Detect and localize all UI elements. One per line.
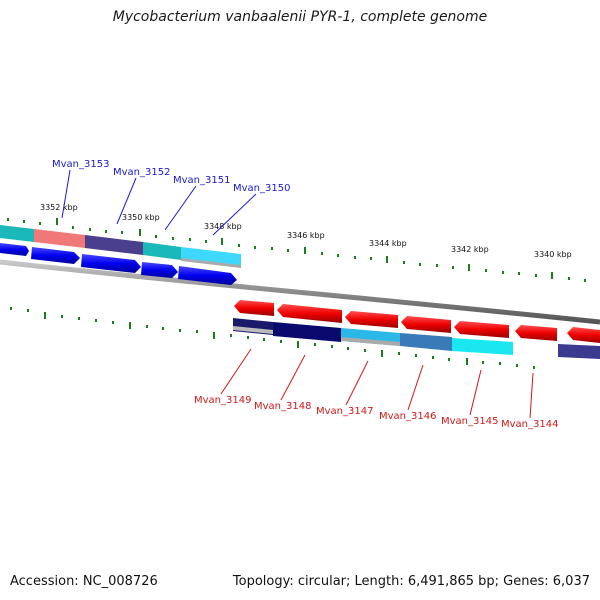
scale-label-3346: 3346 kbp [287, 231, 325, 240]
gene-label-mvan-3144[interactable]: Mvan_3144 [501, 419, 558, 430]
scale-label-3348: 3348 kbp [204, 222, 242, 231]
scale-label-3342: 3342 kbp [451, 245, 489, 254]
gene-label-mvan-3150[interactable]: Mvan_3150 [233, 183, 290, 194]
gene-label-mvan-3151[interactable]: Mvan_3151 [173, 175, 230, 186]
scale-label-3350: 3350 kbp [122, 213, 160, 222]
map-title: Mycobacterium vanbaalenii PYR-1, complet… [112, 9, 488, 25]
scale-label-3340: 3340 kbp [534, 250, 572, 259]
lower-gene-callouts [220, 348, 534, 419]
gene-label-mvan-3145[interactable]: Mvan_3145 [441, 416, 498, 427]
accession-text: Accession: NC_008726 [10, 574, 158, 589]
gene-label-mvan-3152[interactable]: Mvan_3152 [113, 167, 170, 178]
gene-label-mvan-3147[interactable]: Mvan_3147 [316, 406, 373, 417]
gene-label-mvan-3153[interactable]: Mvan_3153 [52, 159, 109, 170]
gene-label-mvan-3148[interactable]: Mvan_3148 [254, 401, 311, 412]
genome-summary-text: Topology: circular; Length: 6,491,865 bp… [232, 574, 590, 589]
scale-label-3352: 3352 kbp [40, 203, 78, 212]
genome-backbone [0, 259, 600, 325]
lower-scale-ticks [10, 307, 535, 369]
upper-scale-ticks [7, 218, 586, 282]
scale-label-3344: 3344 kbp [369, 239, 407, 248]
lower-feature-band [233, 318, 600, 359]
reverse-cds-arrows [234, 300, 600, 343]
gene-label-mvan-3146[interactable]: Mvan_3146 [379, 411, 436, 422]
upper-feature-band [0, 225, 241, 268]
gene-label-mvan-3149[interactable]: Mvan_3149 [194, 395, 251, 406]
upper-gene-callouts [61, 169, 257, 236]
forward-cds-arrows [0, 243, 237, 285]
